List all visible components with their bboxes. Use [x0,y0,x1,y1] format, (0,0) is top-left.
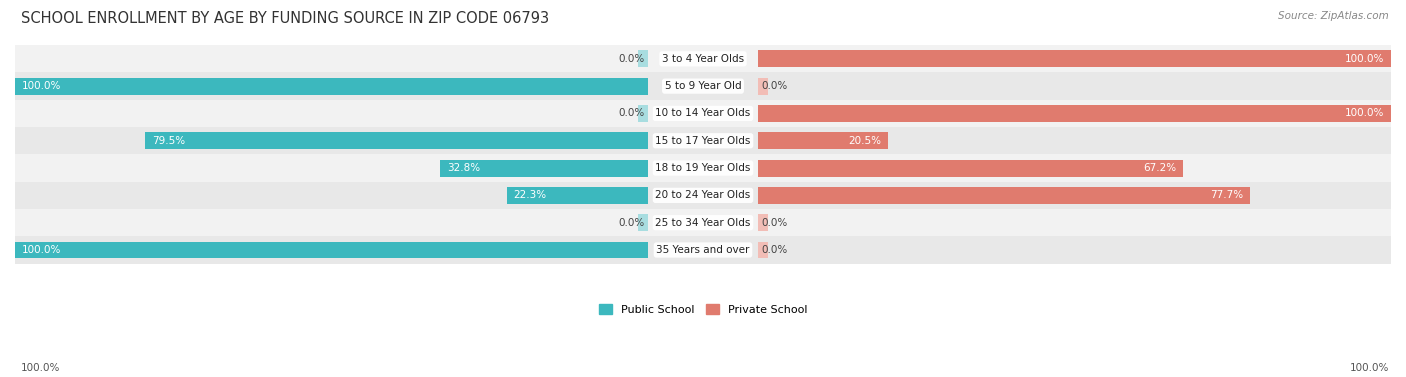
Text: 15 to 17 Year Olds: 15 to 17 Year Olds [655,136,751,146]
Text: 100.0%: 100.0% [1350,363,1389,373]
Bar [15,209,1391,236]
Bar [15,155,1391,182]
Text: 0.0%: 0.0% [619,109,644,118]
Bar [15,100,1391,127]
Text: 79.5%: 79.5% [152,136,184,146]
Text: 20 to 24 Year Olds: 20 to 24 Year Olds [655,190,751,200]
Text: 35 Years and over: 35 Years and over [657,245,749,255]
Bar [758,242,768,259]
Text: 0.0%: 0.0% [619,54,644,64]
Bar [758,187,1250,204]
Bar [758,105,1391,122]
Text: SCHOOL ENROLLMENT BY AGE BY FUNDING SOURCE IN ZIP CODE 06793: SCHOOL ENROLLMENT BY AGE BY FUNDING SOUR… [21,11,550,26]
Text: 5 to 9 Year Old: 5 to 9 Year Old [665,81,741,91]
Text: 10 to 14 Year Olds: 10 to 14 Year Olds [655,109,751,118]
Text: 100.0%: 100.0% [22,245,62,255]
Bar [15,45,1391,72]
Text: Source: ZipAtlas.com: Source: ZipAtlas.com [1278,11,1389,21]
Text: 25 to 34 Year Olds: 25 to 34 Year Olds [655,218,751,228]
Bar [15,78,648,95]
Text: 67.2%: 67.2% [1143,163,1177,173]
Text: 77.7%: 77.7% [1209,190,1243,200]
Text: 0.0%: 0.0% [762,218,787,228]
Bar [15,236,1391,264]
Bar [758,214,768,231]
Bar [15,242,648,259]
Text: 0.0%: 0.0% [619,218,644,228]
Text: 100.0%: 100.0% [21,363,60,373]
Bar [638,51,648,67]
Text: 100.0%: 100.0% [1344,54,1384,64]
Text: 3 to 4 Year Olds: 3 to 4 Year Olds [662,54,744,64]
Bar [15,127,1391,155]
Bar [145,132,648,149]
Bar [758,51,1391,67]
Text: 20.5%: 20.5% [848,136,882,146]
Bar [440,159,648,176]
Text: 0.0%: 0.0% [762,245,787,255]
Text: 100.0%: 100.0% [1344,109,1384,118]
Text: 32.8%: 32.8% [447,163,481,173]
Bar [506,187,648,204]
Bar [758,132,887,149]
Text: 0.0%: 0.0% [762,81,787,91]
Bar [758,159,1184,176]
Text: 22.3%: 22.3% [513,190,547,200]
Bar [758,78,768,95]
Bar [638,105,648,122]
Text: 100.0%: 100.0% [22,81,62,91]
Bar [638,214,648,231]
Bar [15,182,1391,209]
Bar [15,72,1391,100]
Legend: Public School, Private School: Public School, Private School [595,300,811,319]
Text: 18 to 19 Year Olds: 18 to 19 Year Olds [655,163,751,173]
